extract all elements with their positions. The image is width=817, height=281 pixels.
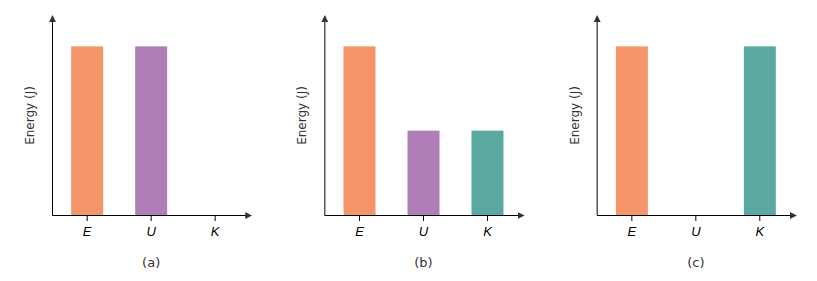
- x-tick-label: K: [755, 224, 765, 239]
- x-tick-mark: [87, 215, 88, 221]
- x-axis: EUK: [325, 215, 523, 239]
- bars: [616, 46, 776, 215]
- x-tick: K: [755, 215, 765, 239]
- x-tick-mark: [423, 215, 424, 221]
- x-tick: K: [211, 215, 221, 239]
- x-axis: EUK: [597, 215, 795, 239]
- x-tick-label: K: [483, 224, 493, 239]
- y-label: Energy (J): [23, 86, 37, 145]
- x-tick-label: E: [83, 224, 92, 239]
- x-tick: E: [355, 215, 364, 239]
- x-tick-label: E: [355, 224, 364, 239]
- caption: (b): [414, 255, 432, 270]
- x-tick-mark: [151, 215, 152, 221]
- x-axis: EUK: [53, 215, 251, 239]
- x-tick-label: K: [211, 224, 221, 239]
- bar: [680, 215, 712, 216]
- x-tick-mark: [359, 215, 360, 221]
- y-label: Energy (J): [568, 86, 582, 145]
- figure: E U K Energy (J) (a) E U K Energy (J) (b) E U K Energ…: [0, 0, 817, 281]
- bars: [344, 46, 504, 215]
- x-tick-mark: [215, 215, 216, 221]
- panel: E U K Energy (J) (a): [23, 17, 251, 271]
- x-tick-mark: [631, 215, 632, 221]
- bar: [344, 46, 376, 215]
- caption: (a): [142, 255, 160, 270]
- x-tick: E: [628, 215, 637, 239]
- bar: [471, 131, 503, 215]
- x-axis-line: [597, 215, 795, 216]
- caption: (c): [687, 255, 704, 270]
- x-tick-mark: [487, 215, 488, 221]
- panel: E U K Energy (J) (c): [568, 17, 796, 271]
- y-axis-line: [597, 17, 598, 216]
- x-tick-label: E: [628, 224, 637, 239]
- x-tick: U: [419, 215, 429, 239]
- x-tick: U: [146, 215, 156, 239]
- x-tick: U: [691, 215, 701, 239]
- y-axis: [52, 17, 53, 216]
- panel: E U K Energy (J) (b): [295, 17, 523, 271]
- x-tick-label: U: [146, 224, 156, 239]
- bar: [71, 46, 103, 215]
- y-axis: [597, 17, 598, 216]
- bar: [408, 131, 440, 215]
- bar: [744, 46, 776, 215]
- bars: [71, 46, 167, 215]
- x-tick: E: [83, 215, 92, 239]
- y-axis: [324, 17, 325, 216]
- bar: [616, 46, 648, 215]
- y-label: Energy (J): [295, 86, 309, 145]
- bar: [199, 215, 231, 216]
- bar: [135, 46, 167, 215]
- x-tick-label: U: [691, 224, 701, 239]
- x-tick-label: U: [419, 224, 429, 239]
- x-tick-mark: [695, 215, 696, 221]
- y-axis-line: [52, 17, 53, 216]
- y-axis-line: [324, 17, 325, 216]
- x-tick: K: [483, 215, 493, 239]
- x-tick-mark: [759, 215, 760, 221]
